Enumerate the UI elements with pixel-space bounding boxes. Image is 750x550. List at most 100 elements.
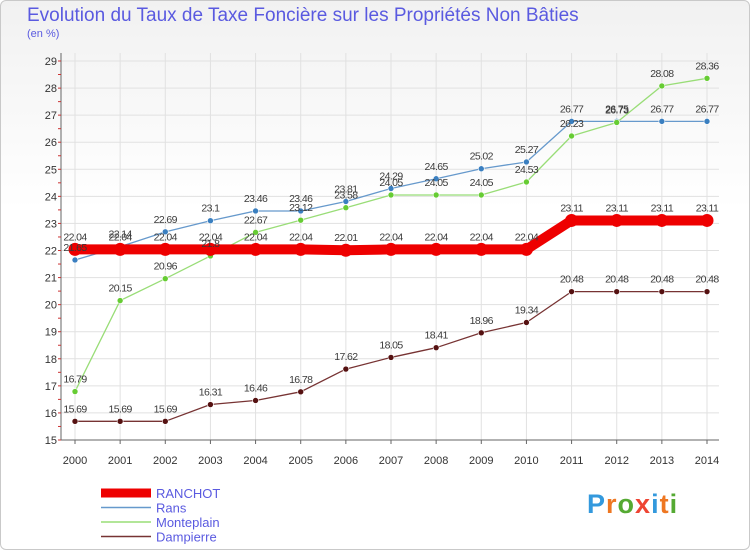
x-tick-label: 2013 [650, 455, 674, 467]
data-label-dampierre: 16.31 [199, 387, 223, 399]
data-label-monteplain: 23.58 [334, 190, 358, 202]
data-point-monteplain [252, 229, 259, 236]
data-label-ranchot: 22.04 [379, 231, 403, 243]
y-tick-label: 28 [45, 83, 57, 95]
data-label-ranchot: 22.04 [109, 231, 133, 243]
data-point-rans [252, 207, 259, 215]
y-tick-label: 27 [45, 110, 57, 122]
data-point-ranchot [294, 242, 308, 256]
logo-letter: i [651, 489, 660, 519]
data-point-dampierre [703, 288, 711, 295]
data-label-monteplain: 24.05 [425, 177, 449, 189]
data-point-rans [568, 118, 575, 125]
x-tick-label: 2012 [604, 455, 628, 467]
series-group [68, 75, 714, 425]
data-point-ranchot [700, 213, 714, 227]
data-label-ranchot: 22.04 [515, 231, 539, 243]
data-label-dampierre: 20.48 [605, 274, 629, 286]
data-point-ranchot [158, 242, 172, 256]
x-tick-label: 2001 [108, 455, 132, 467]
data-label-dampierre: 16.78 [289, 374, 313, 386]
data-label-ranchot: 23.11 [696, 202, 719, 214]
data-point-dampierre [523, 319, 530, 326]
chart-title: Evolution du Taux de Taxe Foncière sur l… [27, 5, 579, 26]
x-tick-label: 2000 [63, 455, 87, 467]
data-point-ranchot [203, 242, 217, 256]
data-point-dampierre [658, 288, 666, 295]
x-tick-label: 2006 [334, 455, 358, 467]
data-point-ranchot [249, 242, 263, 256]
y-tick-label: 16 [45, 408, 57, 420]
data-label-ranchot: 22.04 [470, 231, 494, 243]
data-point-ranchot [655, 213, 669, 227]
y-tick-label: 22 [45, 246, 57, 258]
data-label-ranchot: 22.04 [289, 231, 313, 243]
y-tick-label: 20 [45, 300, 57, 312]
legend-label-dampierre: Dampierre [156, 530, 217, 545]
data-label-rans: 26.77 [650, 103, 674, 115]
data-point-monteplain [432, 191, 440, 199]
data-label-monteplain: 21.8 [201, 238, 220, 250]
data-point-rans [523, 158, 530, 166]
data-point-dampierre [252, 397, 259, 404]
x-tick-label: 2009 [469, 455, 493, 467]
x-tick-label: 2003 [198, 455, 222, 467]
data-label-dampierre: 15.69 [63, 403, 87, 415]
data-point-dampierre [71, 418, 79, 425]
data-label-rans: 23.1 [201, 203, 220, 215]
logo-letter: i [669, 489, 679, 519]
data-point-monteplain [568, 132, 575, 140]
data-label-rans: 21.65 [63, 242, 87, 254]
data-label-ranchot: 22.04 [425, 231, 449, 243]
data-point-ranchot [339, 243, 353, 257]
data-point-monteplain [342, 204, 350, 212]
x-tick-label: 2002 [153, 455, 177, 467]
data-label-dampierre: 18.41 [425, 330, 449, 342]
data-point-dampierre [161, 418, 169, 425]
x-tick-label: 2007 [379, 455, 403, 467]
y-tick-label: 25 [45, 164, 57, 176]
data-label-monteplain: 24.05 [379, 177, 403, 189]
data-label-rans: 24.29 [379, 171, 403, 183]
x-tick-label: 2008 [424, 455, 448, 467]
data-point-monteplain [523, 178, 530, 186]
data-point-rans [297, 207, 305, 215]
logo-letter: x [635, 489, 652, 519]
data-label-ranchot: 22.04 [199, 231, 223, 243]
data-point-rans [703, 118, 711, 125]
data-label-rans: 22.14 [109, 229, 133, 241]
data-point-monteplain [161, 275, 169, 282]
data-label-rans: 25.27 [515, 144, 539, 156]
data-point-ranchot [610, 213, 624, 227]
data-label-monteplain: 28.08 [650, 68, 674, 80]
chart-ylabel: (en %) [27, 28, 60, 40]
legend-label-monteplain: Monteplain [156, 515, 220, 530]
data-point-ranchot [384, 242, 398, 256]
data-label-rans: 24.65 [425, 161, 449, 173]
data-point-dampierre [342, 365, 350, 373]
y-tick-label: 29 [45, 56, 57, 68]
data-point-rans [387, 185, 395, 192]
data-label-monteplain: 26.73 [605, 104, 629, 116]
logo-letter: t [659, 489, 670, 519]
data-label-monteplain: 20.96 [154, 261, 178, 273]
data-label-dampierre: 20.48 [695, 274, 719, 286]
data-point-monteplain [71, 388, 79, 395]
data-point-rans [161, 228, 169, 236]
data-label-ranchot: 23.11 [605, 202, 628, 214]
y-tick-label: 15 [45, 435, 57, 447]
y-tick-label: 21 [45, 273, 57, 285]
legend-label-rans: Rans [156, 501, 187, 516]
data-point-dampierre [116, 418, 124, 425]
data-point-dampierre [207, 401, 214, 408]
data-point-ranchot [113, 242, 127, 256]
proxiti-logo: Proxiti [587, 489, 678, 520]
x-tick-label: 2005 [288, 455, 312, 467]
data-label-rans: 26.77 [695, 103, 719, 115]
data-label-dampierre: 17.62 [334, 351, 358, 363]
data-point-rans [71, 256, 79, 264]
data-point-monteplain [613, 119, 621, 126]
data-point-monteplain [703, 75, 711, 82]
